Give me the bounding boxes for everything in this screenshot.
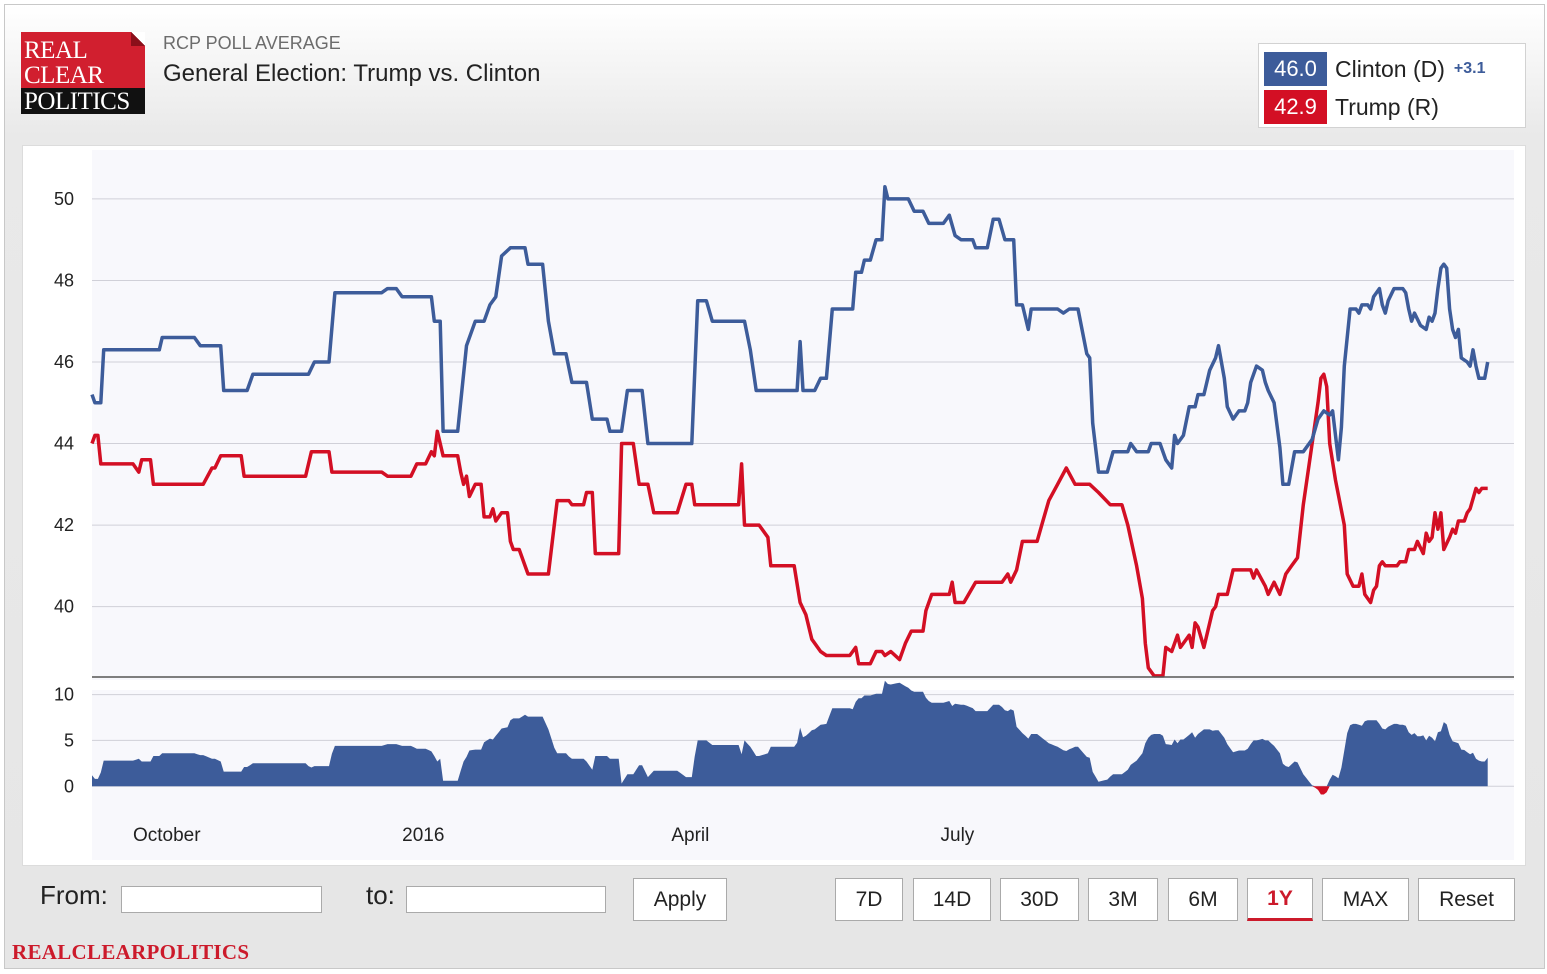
legend-value-trump: 42.9 <box>1264 90 1327 124</box>
plot-background <box>92 150 1514 680</box>
from-date-input[interactable] <box>121 886 322 913</box>
y-tick-label-50: 50 <box>54 189 74 209</box>
reset-button[interactable]: Reset <box>1418 878 1515 921</box>
logo-text-politics: POLITICS <box>24 88 130 115</box>
legend-row-trump: 42.9 Trump (R) <box>1264 90 1439 124</box>
series-line-trump <box>90 372 1488 678</box>
y-tick-label-46: 46 <box>54 352 74 372</box>
legend-name-clinton: Clinton (D) <box>1335 55 1445 82</box>
range-3m-button[interactable]: 3M <box>1088 878 1158 921</box>
logo-page-curl <box>131 32 145 46</box>
x-tick-label-april: April <box>671 825 709 846</box>
y-tick-label-48: 48 <box>54 270 74 290</box>
range-max-button[interactable]: MAX <box>1322 878 1409 921</box>
logo-black-block <box>21 88 145 114</box>
legend: 46.0 Clinton (D) +3.1 42.9 Trump (R) <box>1258 43 1526 128</box>
y-tick-label-44: 44 <box>54 434 74 454</box>
x-tick-label-july: July <box>941 825 975 846</box>
rcp-logo[interactable]: REAL CLEAR POLITICS <box>21 32 145 114</box>
logo-red-block <box>21 32 145 88</box>
range-6m-button[interactable]: 6M <box>1168 878 1238 921</box>
logo-text-real: REAL <box>24 37 88 64</box>
to-label: to: <box>366 880 395 910</box>
legend-spread: +3.1 <box>1453 60 1486 77</box>
x-tick-label-2016: 2016 <box>402 825 444 846</box>
spread-tick-label-10: 10 <box>54 685 74 705</box>
logo-text-clear: CLEAR <box>24 62 104 89</box>
apply-button[interactable]: Apply <box>633 878 727 921</box>
from-label: From: <box>40 880 108 910</box>
y-tick-label-42: 42 <box>54 515 74 535</box>
spread-tick-label-0: 0 <box>64 776 74 796</box>
chart-subtitle: RCP POLL AVERAGE <box>163 33 341 53</box>
range-7d-button[interactable]: 7D <box>835 878 903 921</box>
spread-area-clinton <box>92 680 1488 787</box>
legend-name-trump: Trump (R) <box>1335 93 1439 120</box>
legend-row-clinton: 46.0 Clinton (D) +3.1 <box>1264 52 1486 86</box>
range-1y-button[interactable]: 1Y <box>1247 878 1313 921</box>
legend-value-clinton: 46.0 <box>1264 52 1327 86</box>
spread-tick-label-5: 5 <box>64 730 74 750</box>
to-date-input[interactable] <box>406 886 606 913</box>
chart-title: General Election: Trump vs. Clinton <box>163 60 541 87</box>
footer-brand[interactable]: REALCLEARPOLITICS <box>12 940 250 964</box>
y-tick-label-40: 40 <box>54 597 74 617</box>
range-14d-button[interactable]: 14D <box>913 878 991 921</box>
date-controls: From: to: Apply 7D 14D 30D 3M 6M 1Y MAX … <box>22 866 1526 934</box>
series-line-clinton <box>90 184 1490 487</box>
x-tick-label-october: October <box>133 825 201 846</box>
range-30d-button[interactable]: 30D <box>1000 878 1079 921</box>
